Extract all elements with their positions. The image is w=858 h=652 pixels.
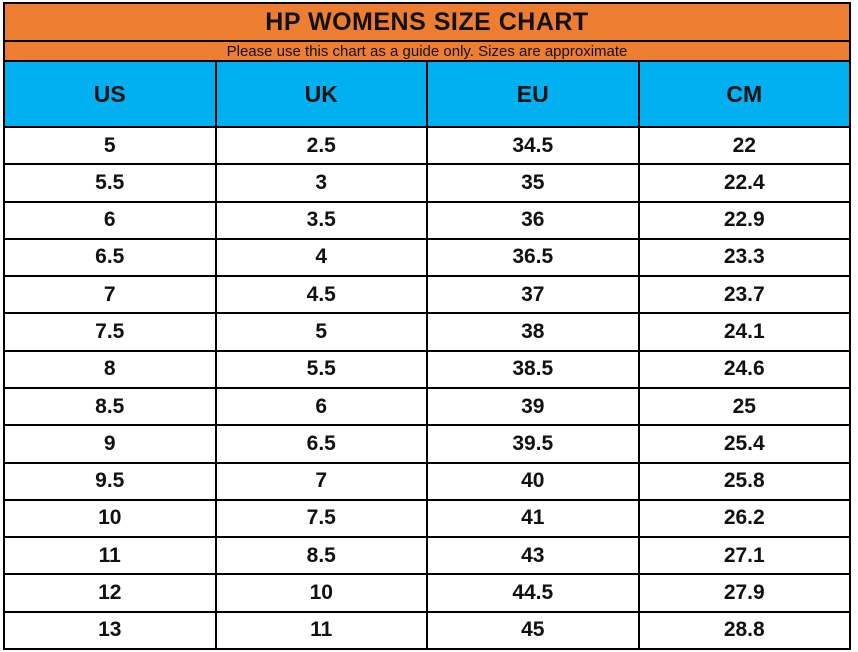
table-row: 8 5.5 38.5 24.6	[3, 349, 851, 389]
cell-cm: 28.8	[637, 610, 851, 651]
table-row: 10 7.5 41 26.2	[3, 498, 851, 539]
cell-cm: 25.4	[637, 424, 851, 464]
table-row: 6.5 4 36.5 23.3	[3, 237, 851, 278]
cell-eu: 34.5	[426, 125, 640, 166]
cell-eu: 36	[426, 200, 640, 240]
cell-uk: 4	[214, 237, 428, 278]
cell-uk: 4.5	[214, 275, 428, 315]
cell-uk: 6.5	[214, 424, 428, 464]
cell-us: 7.5	[3, 312, 217, 352]
page-title: HP WOMENS SIZE CHART	[3, 2, 851, 42]
cell-cm: 24.1	[637, 312, 851, 352]
size-chart-table: HP WOMENS SIZE CHART Please use this cha…	[3, 2, 851, 651]
column-header-cm: CM	[637, 60, 851, 128]
cell-us: 5	[3, 125, 217, 166]
cell-uk: 10	[214, 573, 428, 613]
column-header-uk: UK	[214, 60, 428, 128]
cell-cm: 26.2	[637, 498, 851, 539]
cell-cm: 25.8	[637, 461, 851, 501]
cell-cm: 27.1	[637, 536, 851, 576]
cell-uk: 8.5	[214, 536, 428, 576]
cell-eu: 39	[426, 386, 640, 427]
cell-eu: 38	[426, 312, 640, 352]
cell-eu: 45	[426, 610, 640, 651]
title-row: HP WOMENS SIZE CHART	[3, 2, 851, 42]
cell-cm: 23.7	[637, 275, 851, 315]
cell-uk: 11	[214, 610, 428, 651]
column-header-eu: EU	[426, 60, 640, 128]
cell-cm: 22	[637, 125, 851, 166]
cell-eu: 41	[426, 498, 640, 539]
cell-cm: 22.4	[637, 163, 851, 203]
table-row: 11 8.5 43 27.1	[3, 536, 851, 576]
table-row: 7 4.5 37 23.7	[3, 275, 851, 315]
cell-uk: 5	[214, 312, 428, 352]
cell-eu: 40	[426, 461, 640, 501]
cell-us: 12	[3, 573, 217, 613]
cell-eu: 38.5	[426, 349, 640, 389]
table-row: 6 3.5 36 22.9	[3, 200, 851, 240]
cell-cm: 23.3	[637, 237, 851, 278]
cell-us: 9.5	[3, 461, 217, 501]
cell-us: 10	[3, 498, 217, 539]
table-row: 8.5 6 39 25	[3, 386, 851, 427]
cell-eu: 36.5	[426, 237, 640, 278]
table-row: 5.5 3 35 22.4	[3, 163, 851, 203]
cell-eu: 35	[426, 163, 640, 203]
subtitle-row: Please use this chart as a guide only. S…	[3, 40, 851, 62]
cell-uk: 3.5	[214, 200, 428, 240]
cell-cm: 25	[637, 386, 851, 427]
column-header-us: US	[3, 60, 217, 128]
cell-cm: 24.6	[637, 349, 851, 389]
table-row: 12 10 44.5 27.9	[3, 573, 851, 613]
cell-us: 11	[3, 536, 217, 576]
cell-uk: 7.5	[214, 498, 428, 539]
cell-us: 7	[3, 275, 217, 315]
cell-uk: 2.5	[214, 125, 428, 166]
table-row: 7.5 5 38 24.1	[3, 312, 851, 352]
cell-us: 13	[3, 610, 217, 651]
table-row: 9 6.5 39.5 25.4	[3, 424, 851, 464]
cell-uk: 6	[214, 386, 428, 427]
cell-cm: 27.9	[637, 573, 851, 613]
cell-uk: 5.5	[214, 349, 428, 389]
cell-uk: 7	[214, 461, 428, 501]
page-subtitle: Please use this chart as a guide only. S…	[3, 40, 851, 62]
column-header-row: US UK EU CM	[3, 60, 851, 128]
table-row: 5 2.5 34.5 22	[3, 125, 851, 166]
cell-us: 5.5	[3, 163, 217, 203]
table-row: 13 11 45 28.8	[3, 610, 851, 651]
cell-us: 8.5	[3, 386, 217, 427]
cell-us: 6	[3, 200, 217, 240]
cell-us: 9	[3, 424, 217, 464]
cell-us: 8	[3, 349, 217, 389]
cell-eu: 43	[426, 536, 640, 576]
cell-eu: 44.5	[426, 573, 640, 613]
cell-eu: 39.5	[426, 424, 640, 464]
cell-us: 6.5	[3, 237, 217, 278]
table-row: 9.5 7 40 25.8	[3, 461, 851, 501]
cell-eu: 37	[426, 275, 640, 315]
cell-cm: 22.9	[637, 200, 851, 240]
cell-uk: 3	[214, 163, 428, 203]
